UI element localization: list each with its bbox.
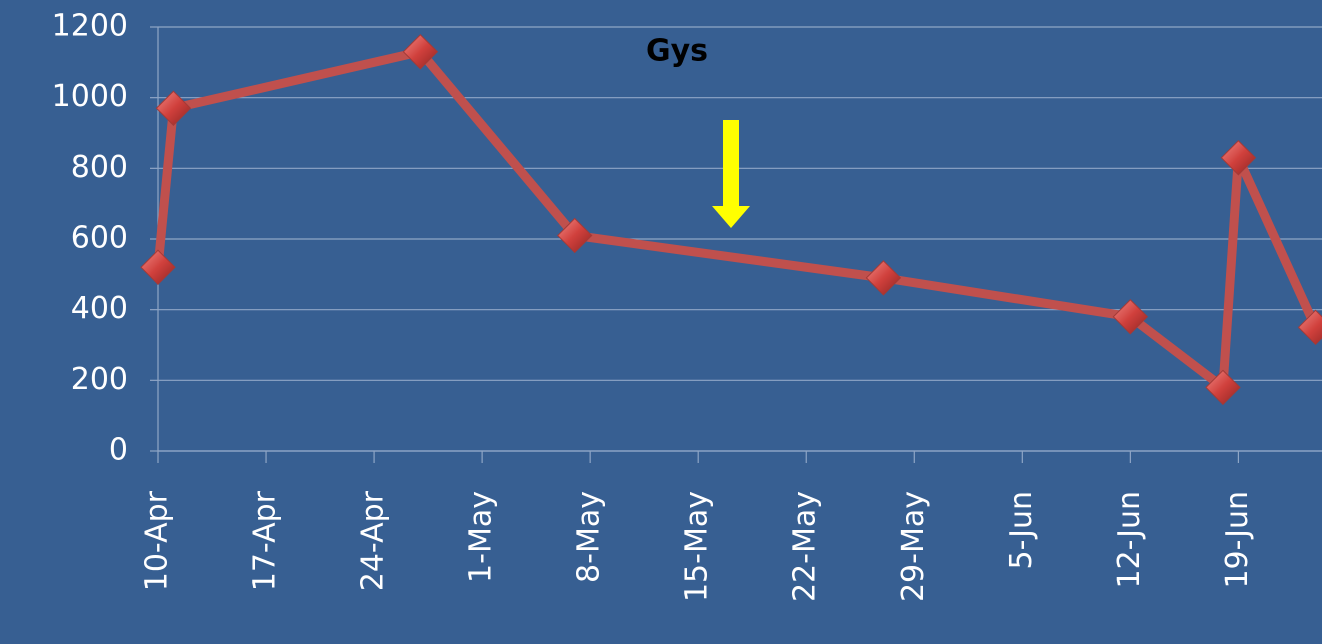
labels: 0 200 400 600 800 1000 1200 10-Apr 17-Apr 24-Apr 1… bbox=[52, 9, 1255, 603]
y-tick-label: 400 bbox=[71, 291, 128, 326]
y-tick-label: 800 bbox=[71, 150, 128, 185]
marks bbox=[140, 34, 1322, 406]
x-tick-label: 15-May bbox=[680, 491, 715, 602]
data-point bbox=[1112, 299, 1149, 335]
chart-title: Gys bbox=[646, 34, 708, 69]
x-tick-label: 22-May bbox=[788, 491, 823, 602]
y-tick-label: 1000 bbox=[52, 79, 128, 114]
data-point bbox=[140, 249, 176, 285]
data-point bbox=[557, 217, 593, 254]
data-point bbox=[865, 260, 902, 296]
data-point bbox=[155, 90, 192, 126]
arrow-head bbox=[712, 206, 750, 228]
data-point bbox=[1205, 369, 1241, 406]
y-tick-label: 200 bbox=[71, 362, 128, 397]
x-tick-label: 29-May bbox=[896, 491, 931, 602]
x-tick-label: 19-Jun bbox=[1220, 491, 1255, 589]
y-tick-label: 0 bbox=[109, 433, 128, 468]
x-tick-label: 5-Jun bbox=[1004, 491, 1039, 569]
x-tick-label: 1-May bbox=[464, 491, 499, 583]
data-point bbox=[1220, 140, 1257, 176]
arrow-annotation bbox=[712, 120, 750, 228]
x-tick-label: 10-Apr bbox=[140, 490, 175, 591]
y-tick-label: 600 bbox=[71, 221, 128, 256]
x-tick-label: 17-Apr bbox=[248, 490, 283, 591]
data-point bbox=[402, 34, 439, 70]
data-point bbox=[1297, 309, 1322, 346]
x-tick-label: 8-May bbox=[572, 491, 607, 583]
arrow-shaft bbox=[723, 120, 739, 208]
x-tick-label: 12-Jun bbox=[1112, 491, 1147, 589]
x-tick-label: 24-Apr bbox=[356, 490, 391, 591]
y-tick-label: 1200 bbox=[52, 9, 128, 44]
